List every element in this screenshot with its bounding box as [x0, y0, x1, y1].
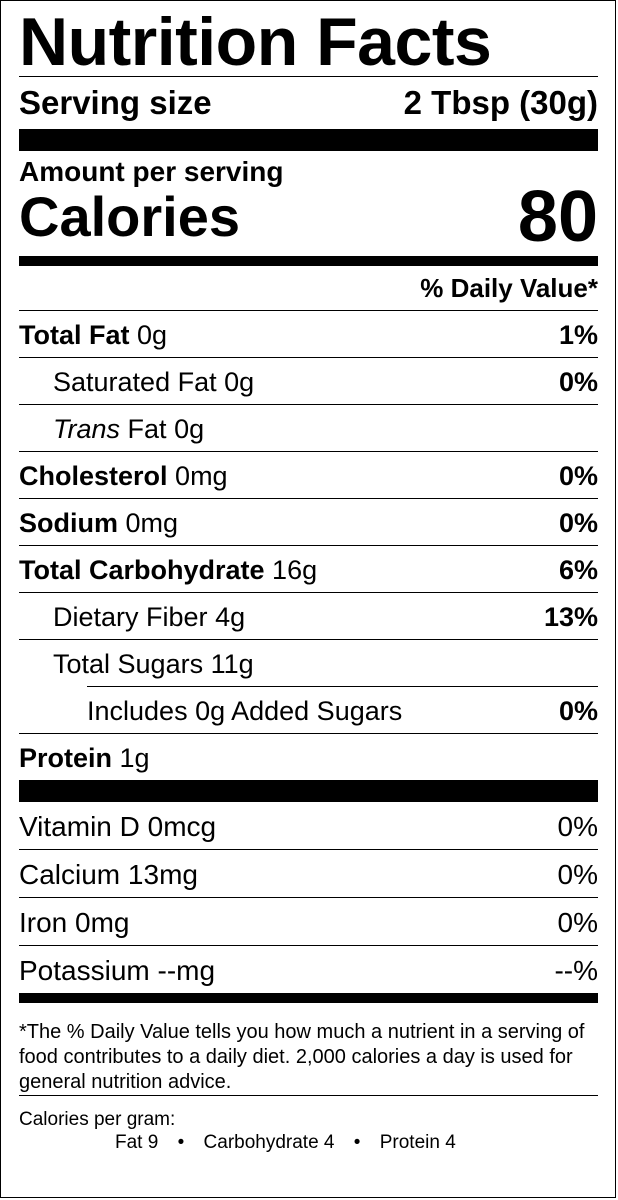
divider — [19, 1095, 598, 1096]
nutrient-label: Total Carbohydrate 16g — [19, 555, 318, 585]
thick-divider — [19, 129, 598, 151]
vitamin-row-calcium: Calcium 13mg 0% — [19, 849, 598, 897]
vitamin-row-potassium: Potassium --mg --% — [19, 945, 598, 993]
nutrient-label: Total Fat 0g — [19, 320, 168, 350]
nutrient-label: Sodium 0mg — [19, 508, 179, 538]
nutrient-row-total-sugars: Total Sugars 11g — [19, 639, 598, 686]
serving-size-value: 2 Tbsp (30g) — [403, 84, 598, 121]
thick-divider — [19, 780, 598, 802]
nutrient-row-dietary-fiber: Dietary Fiber 4g 13% — [19, 592, 598, 639]
calories-per-gram-values: Fat 9 • Carbohydrate 4 • Protein 4 — [19, 1131, 598, 1154]
calories-label: Calories — [19, 185, 240, 248]
serving-size-row: Serving size 2 Tbsp (30g) — [19, 77, 598, 129]
fat-per-gram: Fat 9 — [115, 1132, 159, 1153]
vitamin-row-iron: Iron 0mg 0% — [19, 897, 598, 945]
vitamin-label: Iron 0mg — [19, 907, 130, 938]
daily-value-percent: 0% — [557, 811, 598, 842]
daily-value-percent: 0% — [558, 508, 598, 538]
calories-per-gram: Calories per gram: Fat 9 • Carbohydrate … — [19, 1096, 598, 1154]
bullet-separator: • — [353, 1132, 361, 1153]
daily-value-footnote: *The % Daily Value tells you how much a … — [19, 1021, 585, 1093]
nutrient-label: Dietary Fiber 4g — [53, 602, 246, 632]
vitamin-label: Calcium 13mg — [19, 859, 198, 890]
nutrient-label: Total Sugars 11g — [53, 649, 254, 679]
bullet-separator: • — [177, 1132, 185, 1153]
nutrient-label: Includes 0g Added Sugars — [87, 696, 403, 726]
nutrient-row-total-carbohydrate: Total Carbohydrate 16g 6% — [19, 545, 598, 592]
nutrient-row-sodium: Sodium 0mg 0% — [19, 498, 598, 545]
daily-value-percent: 13% — [543, 602, 598, 632]
daily-value-percent: 0% — [558, 696, 598, 726]
nutrient-row-added-sugars: Includes 0g Added Sugars 0% — [87, 686, 598, 733]
divider — [19, 76, 598, 77]
nutrient-label: Cholesterol 0mg — [19, 461, 228, 491]
nutrient-label: Saturated Fat 0g — [53, 367, 255, 397]
daily-value-percent: 0% — [557, 859, 598, 890]
nutrient-row-protein: Protein 1g — [19, 733, 598, 780]
protein-per-gram: Protein 4 — [379, 1132, 456, 1153]
calories-value: 80 — [517, 177, 598, 257]
label-title: Nutrition Facts — [19, 4, 492, 80]
daily-value-header: % Daily Value* — [420, 273, 598, 303]
calories-per-gram-label: Calories per gram: — [19, 1109, 176, 1130]
amount-per-serving: Amount per serving — [19, 156, 284, 187]
vitamin-label: Potassium --mg — [19, 955, 216, 986]
nutrient-label: Protein 1g — [19, 743, 150, 773]
daily-value-percent: 1% — [558, 320, 598, 350]
carbohydrate-per-gram: Carbohydrate 4 — [203, 1132, 335, 1153]
daily-value-percent: 0% — [558, 367, 598, 397]
nutrient-row-saturated-fat: Saturated Fat 0g 0% — [19, 357, 598, 404]
medium-divider — [19, 256, 598, 266]
daily-value-percent: 6% — [558, 555, 598, 585]
daily-value-percent: --% — [554, 955, 598, 986]
vitamin-row-vitamin-d: Vitamin D 0mcg 0% — [19, 802, 598, 849]
nutrient-row-trans-fat: Trans Fat 0g — [19, 404, 598, 451]
vitamin-label: Vitamin D 0mcg — [19, 811, 217, 842]
nutrient-label: Trans Fat 0g — [53, 414, 205, 444]
medium-divider — [19, 993, 598, 1003]
nutrient-row-total-fat: Total Fat 0g 1% — [19, 310, 598, 357]
daily-value-percent: 0% — [558, 461, 598, 491]
nutrient-row-cholesterol: Cholesterol 0mg 0% — [19, 451, 598, 498]
daily-value-percent: 0% — [557, 907, 598, 938]
calories-row: Calories 80 — [19, 177, 598, 257]
serving-size-label: Serving size — [19, 84, 212, 121]
